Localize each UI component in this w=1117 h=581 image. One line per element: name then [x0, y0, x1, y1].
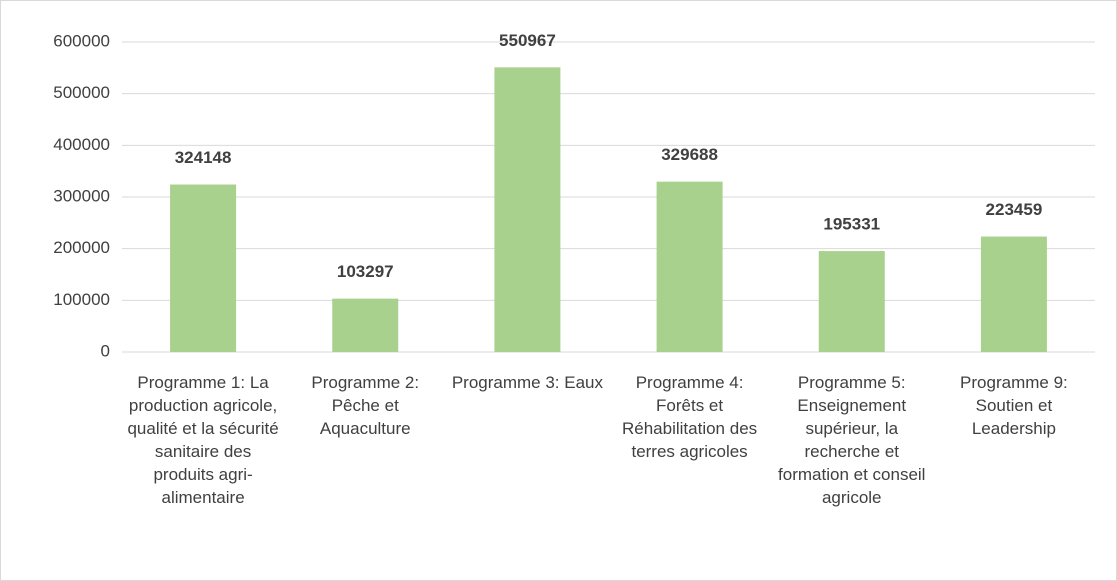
- bar: [494, 67, 561, 353]
- value-label: 223459: [986, 200, 1043, 219]
- x-tick-label: Programme 5: Enseignement supérieur, la …: [778, 373, 926, 507]
- x-tick-label: Programme 4: Forêts et Réhabilitation de…: [622, 373, 758, 461]
- value-label: 324148: [175, 148, 232, 167]
- y-tick-label: 0: [101, 341, 110, 360]
- y-tick-label: 300000: [53, 186, 110, 205]
- bar: [656, 181, 723, 352]
- y-tick-label: 600000: [53, 31, 110, 50]
- x-tick-label: Programme 9: Soutien et Leadership: [960, 373, 1068, 438]
- bar: [818, 251, 885, 352]
- bar: [980, 236, 1047, 352]
- y-tick-label: 200000: [53, 238, 110, 257]
- x-tick-label: Programme 3: Eaux: [451, 373, 603, 392]
- bar: [170, 184, 237, 352]
- x-tick-label: Programme 1: La production agricole, qua…: [127, 373, 279, 507]
- value-label: 103297: [337, 262, 394, 281]
- value-label: 550967: [499, 31, 556, 50]
- y-tick-label: 100000: [53, 290, 110, 309]
- x-tick-label: Programme 2: Pêche et Aquaculture: [311, 373, 420, 438]
- y-tick-label: 500000: [53, 83, 110, 102]
- bar: [332, 298, 399, 352]
- y-tick-label: 400000: [53, 135, 110, 154]
- value-label: 195331: [823, 215, 880, 234]
- value-label: 329688: [661, 145, 718, 164]
